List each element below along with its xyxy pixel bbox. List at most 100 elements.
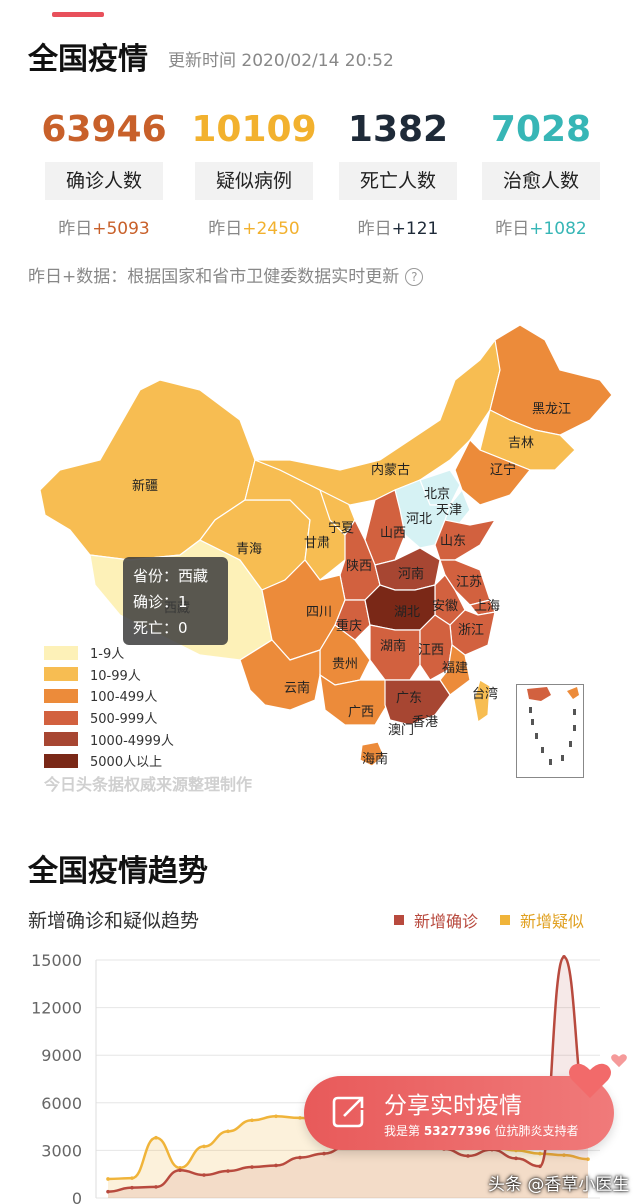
stat-suspected-label: 疑似病例 (195, 162, 313, 200)
tooltip-confirmed: 确诊：1 (133, 593, 188, 611)
question-icon[interactable]: ? (405, 268, 424, 286)
data-point-confirmed[interactable] (562, 955, 566, 959)
data-point-confirmed[interactable] (178, 1168, 182, 1173)
label-ningxia: 宁夏 (328, 520, 354, 536)
south-china-sea-inset (516, 684, 584, 778)
data-point-confirmed[interactable] (274, 1163, 278, 1168)
y-tick-label: 9000 (41, 1046, 82, 1065)
label-hunan: 湖南 (380, 638, 406, 654)
y-tick-label: 0 (72, 1189, 82, 1204)
label-hubei: 湖北 (394, 605, 420, 620)
region-liaoning[interactable] (454, 438, 531, 506)
data-point-suspected[interactable] (130, 1176, 134, 1180)
data-point-suspected[interactable] (106, 1177, 110, 1181)
label-qinghai: 青海 (236, 542, 262, 557)
label-beijing: 北京 (424, 487, 450, 502)
legend-item[interactable]: 100-499人 (44, 685, 174, 707)
stat-cured: 7028 治愈人数 昨日+1082 (471, 108, 611, 239)
share-button[interactable]: 分享实时疫情 我是第 53277396 位抗肺炎支持者 (304, 1076, 614, 1150)
data-point-confirmed[interactable] (130, 1185, 134, 1190)
legend-suspected[interactable]: 新增疑似 (500, 908, 584, 932)
label-chongqing: 重庆 (336, 618, 362, 634)
data-point-suspected[interactable] (586, 1157, 590, 1161)
legend-item[interactable]: 10-99人 (44, 664, 174, 686)
top-accent-bar (52, 12, 104, 17)
label-zhejiang: 浙江 (458, 623, 484, 638)
data-point-suspected[interactable] (250, 1118, 254, 1123)
data-point-confirmed[interactable] (466, 1154, 470, 1158)
share-title: 分享实时疫情 (384, 1093, 522, 1119)
region-taiwan[interactable] (473, 679, 491, 724)
page-title: 全国疫情 (28, 42, 148, 77)
label-xianggang: 香港 (412, 715, 438, 730)
region-yunnan[interactable] (239, 639, 321, 711)
data-point-suspected[interactable] (226, 1129, 230, 1134)
data-point-confirmed[interactable] (154, 1185, 158, 1189)
update-time: 更新时间 2020/02/14 20:52 (168, 51, 394, 71)
stat-deaths: 1382 死亡人数 昨日+121 (328, 108, 468, 239)
label-taiwan: 台湾 (472, 686, 498, 702)
data-point-confirmed[interactable] (322, 1151, 326, 1156)
map-source: 今日头条据权威来源整理制作 (44, 775, 253, 794)
legend-swatch (44, 667, 78, 682)
legend-confirmed[interactable]: 新增确诊 (394, 908, 478, 932)
data-point-suspected[interactable] (298, 1116, 302, 1120)
label-jilin: 吉林 (508, 436, 534, 451)
stat-confirmed: 63946 确诊人数 昨日+5093 (34, 108, 174, 239)
data-point-confirmed[interactable] (106, 1189, 110, 1194)
region-hainan[interactable] (359, 741, 385, 767)
stat-suspected: 10109 疑似病例 昨日+2450 (184, 108, 324, 239)
legend-item[interactable]: 5000人以上 (44, 750, 174, 772)
data-point-suspected[interactable] (202, 1144, 206, 1149)
label-heilongjiang: 黑龙江 (532, 402, 571, 417)
legend-swatch (44, 710, 78, 725)
label-henan: 河南 (398, 566, 424, 582)
data-point-confirmed[interactable] (202, 1173, 206, 1177)
label-liaoning: 辽宁 (490, 462, 516, 478)
data-point-suspected[interactable] (274, 1114, 278, 1119)
data-point-confirmed[interactable] (250, 1165, 254, 1169)
legend-swatch (44, 688, 78, 703)
legend-item[interactable]: 500-999人 (44, 707, 174, 729)
label-shaanxi: 陕西 (346, 559, 372, 574)
chart-title: 新增确诊和疑似趋势 (28, 910, 200, 932)
label-sichuan: 四川 (306, 605, 332, 620)
label-yunnan: 云南 (284, 680, 310, 696)
label-anhui: 安徽 (432, 599, 458, 614)
china-map: 新疆 西藏 青海 甘肃 宁夏 内蒙古 黑龙江 吉林 辽宁 北京 天津 河北 山西… (0, 300, 640, 800)
heart-icon (569, 1063, 611, 1098)
trend-section-title: 全国疫情趋势 (28, 854, 208, 889)
legend-swatch (44, 732, 78, 747)
data-point-suspected[interactable] (154, 1135, 158, 1140)
data-note: 昨日+数据：根据国家和省市卫健委数据实时更新? (28, 262, 424, 287)
stat-deaths-value: 1382 (347, 109, 449, 150)
data-point-confirmed[interactable] (514, 1156, 518, 1161)
label-aomen: 澳门 (388, 722, 414, 738)
label-tianjin: 天津 (436, 503, 462, 518)
series-area-suspected (108, 1116, 588, 1198)
label-jiangxi: 江西 (418, 643, 444, 658)
stat-cured-delta: 昨日+1082 (495, 219, 587, 239)
y-tick-label: 12000 (31, 999, 82, 1018)
region-hunan[interactable] (369, 624, 421, 681)
stat-suspected-value: 10109 (191, 109, 317, 150)
stat-cured-value: 7028 (490, 109, 592, 150)
legend-swatch (44, 753, 78, 768)
trend-chart: 15000 12000 9000 6000 3000 0 (31, 951, 600, 1204)
data-point-confirmed[interactable] (298, 1155, 302, 1160)
stat-confirmed-value: 63946 (41, 109, 167, 150)
data-point-confirmed[interactable] (538, 1164, 542, 1169)
label-guangdong: 广东 (396, 691, 422, 706)
data-point-suspected[interactable] (538, 1151, 542, 1156)
data-point-confirmed[interactable] (226, 1169, 230, 1173)
china-map-svg: 新疆 西藏 青海 甘肃 宁夏 内蒙古 黑龙江 吉林 辽宁 北京 天津 河北 山西… (39, 324, 613, 767)
label-shanxi: 山西 (380, 526, 406, 541)
label-jiangsu: 江苏 (456, 574, 482, 590)
label-fujian: 福建 (442, 661, 468, 676)
map-tooltip: 省份：西藏 确诊：1 死亡：0 (123, 557, 228, 645)
data-point-suspected[interactable] (562, 1153, 566, 1157)
label-shandong: 山东 (440, 534, 466, 549)
legend-item[interactable]: 1000-4999人 (44, 728, 174, 750)
region-guangdong[interactable] (384, 679, 451, 726)
legend-item[interactable]: 1-9人 (44, 642, 174, 664)
